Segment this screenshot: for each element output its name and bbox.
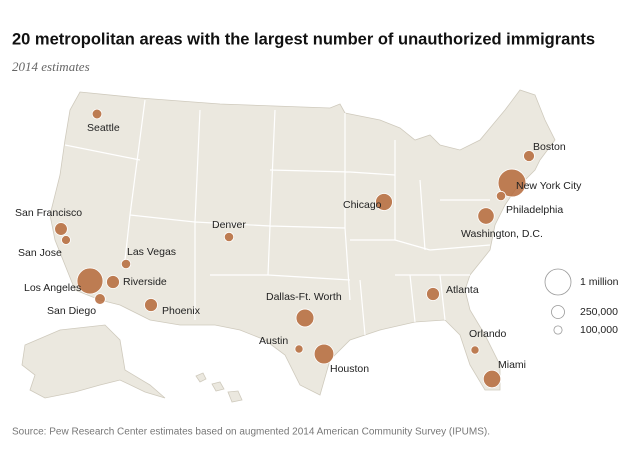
city-label: Phoenix	[162, 305, 201, 317]
city-bubble	[144, 298, 158, 312]
legend-bubble	[553, 325, 563, 335]
city-bubble	[91, 108, 103, 120]
city-bubble	[477, 207, 495, 225]
city-bubble	[94, 293, 106, 305]
city-bubble	[106, 275, 120, 289]
city-bubble	[61, 235, 71, 245]
city-label: San Francisco	[15, 207, 82, 219]
city-bubble	[120, 258, 132, 270]
city-label: Seattle	[87, 122, 120, 134]
city-label: Boston	[533, 141, 566, 153]
city-label: Atlanta	[446, 284, 479, 296]
city-label: Las Vegas	[127, 246, 176, 258]
city-label: San Diego	[47, 305, 96, 317]
city-bubble	[375, 193, 393, 211]
subtitle: 2014 estimates	[12, 59, 90, 74]
city-label: New York City	[516, 180, 582, 192]
legend-label: 1 million	[580, 276, 619, 288]
city-label: Austin	[259, 335, 288, 347]
city-bubble	[295, 308, 315, 328]
city-label: Philadelphia	[506, 204, 563, 216]
city-bubble	[497, 168, 527, 198]
city-bubble	[76, 267, 104, 295]
city-label: San Jose	[18, 247, 62, 259]
city-label: Houston	[330, 363, 369, 375]
title: 20 metropolitan areas with the largest n…	[12, 30, 595, 48]
city-bubble	[523, 150, 535, 162]
source: Source: Pew Research Center estimates ba…	[12, 427, 490, 438]
legend-label: 250,000	[580, 306, 618, 318]
city-label: Chicago	[343, 199, 382, 211]
city-label: Riverside	[123, 276, 167, 288]
city-bubble	[313, 343, 335, 365]
city-label: Dallas-Ft. Worth	[266, 291, 342, 303]
legend-bubble	[544, 268, 572, 296]
city-label: Washington, D.C.	[461, 228, 543, 240]
city-bubble	[470, 345, 480, 355]
us-land	[21, 89, 556, 403]
city-label: Los Angeles	[24, 282, 81, 294]
city-bubble	[495, 190, 507, 202]
legend-label: 100,000	[580, 324, 618, 336]
city-bubble	[482, 369, 502, 389]
city-bubble	[294, 344, 304, 354]
city-label: Denver	[212, 219, 246, 231]
city-bubble	[426, 287, 440, 301]
city-bubble	[54, 222, 68, 236]
city-bubble	[223, 231, 235, 243]
legend-bubble	[551, 305, 565, 319]
city-label: Orlando	[469, 328, 507, 340]
city-label: Miami	[498, 359, 526, 371]
